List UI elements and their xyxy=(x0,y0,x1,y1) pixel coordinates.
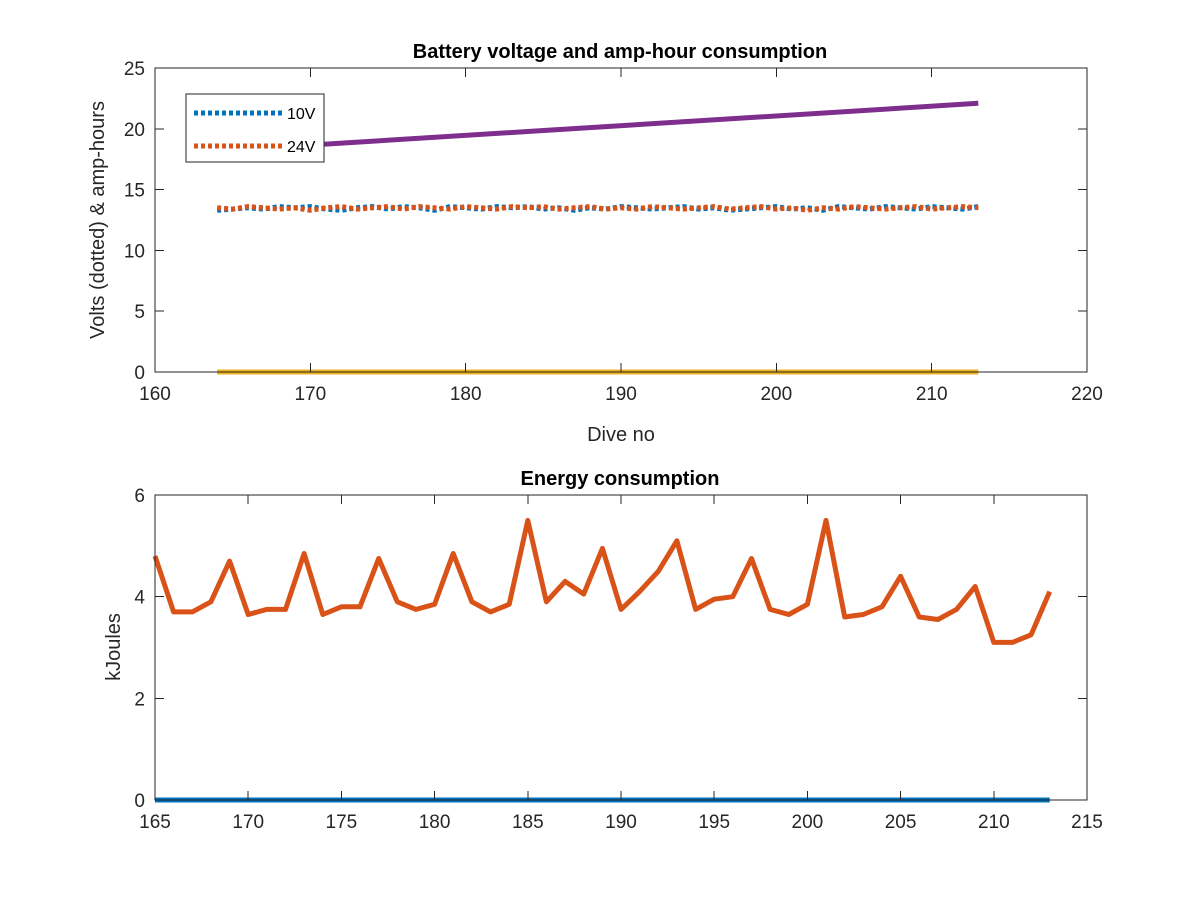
top-plot-ticks: 160 170 180 190 200 210 220 0 5 10 15 20 25 xyxy=(124,59,1103,405)
ytick-label-4: 4 xyxy=(134,588,145,609)
series-line-24v xyxy=(216,204,979,213)
xtick-label-200: 200 xyxy=(760,384,792,405)
xtick-label-205: 205 xyxy=(885,812,917,833)
legend-entry-24v: 24V xyxy=(287,139,316,156)
bottom-plot-series xyxy=(152,517,1052,803)
xtick-label-210: 210 xyxy=(978,812,1010,833)
ytick-label-0: 0 xyxy=(134,791,145,812)
top-plot-xlabel: Dive no xyxy=(587,424,655,446)
ytick-label-5: 5 xyxy=(134,302,145,323)
xtick-label-175: 175 xyxy=(326,812,358,833)
top-plot: Battery voltage and amp-hour consumption… xyxy=(87,41,1103,446)
xtick-label-190: 190 xyxy=(605,812,637,833)
xtick-label-200: 200 xyxy=(792,812,824,833)
top-plot-title: Battery voltage and amp-hour consumption xyxy=(413,41,827,63)
top-plot-ylabel: Volts (dotted) & amp-hours xyxy=(87,101,109,339)
xtick-label-215: 215 xyxy=(1071,812,1103,833)
xtick-label-220: 220 xyxy=(1071,384,1103,405)
ytick-label-6: 6 xyxy=(134,486,145,507)
ytick-label-0: 0 xyxy=(134,363,145,384)
xtick-label-160: 160 xyxy=(139,384,171,405)
xtick-label-190: 190 xyxy=(605,384,637,405)
xtick-label-195: 195 xyxy=(698,812,730,833)
bottom-plot-axes-box xyxy=(154,494,1088,801)
ytick-label-15: 15 xyxy=(124,181,145,202)
xtick-label-170: 170 xyxy=(294,384,326,405)
xtick-label-180: 180 xyxy=(419,812,451,833)
ytick-label-2: 2 xyxy=(134,689,145,710)
top-plot-series xyxy=(216,100,979,375)
ytick-label-25: 25 xyxy=(124,59,145,80)
xtick-label-170: 170 xyxy=(232,812,264,833)
bottom-plot-ylabel: kJoules xyxy=(103,613,125,681)
bottom-plot: Energy consumption 165 170 175 180 185 190 195… xyxy=(103,468,1103,833)
xtick-label-210: 210 xyxy=(916,384,948,405)
series-line-0-2 xyxy=(279,100,979,150)
bottom-plot-ticks: 165 170 175 180 185 190 195 200 205 210 215 0 2 4 6 xyxy=(134,486,1102,833)
xtick-label-180: 180 xyxy=(450,384,482,405)
legend-box xyxy=(185,93,325,163)
bottom-plot-title: Energy consumption xyxy=(521,468,720,490)
xtick-label-165: 165 xyxy=(139,812,171,833)
ytick-label-20: 20 xyxy=(124,120,145,141)
xtick-label-185: 185 xyxy=(512,812,544,833)
legend-entry-10v: 10V xyxy=(287,106,316,123)
series-line-1-0 xyxy=(152,517,1052,645)
ytick-label-10: 10 xyxy=(124,241,145,262)
top-plot-legend: 10V 24V xyxy=(185,93,325,163)
